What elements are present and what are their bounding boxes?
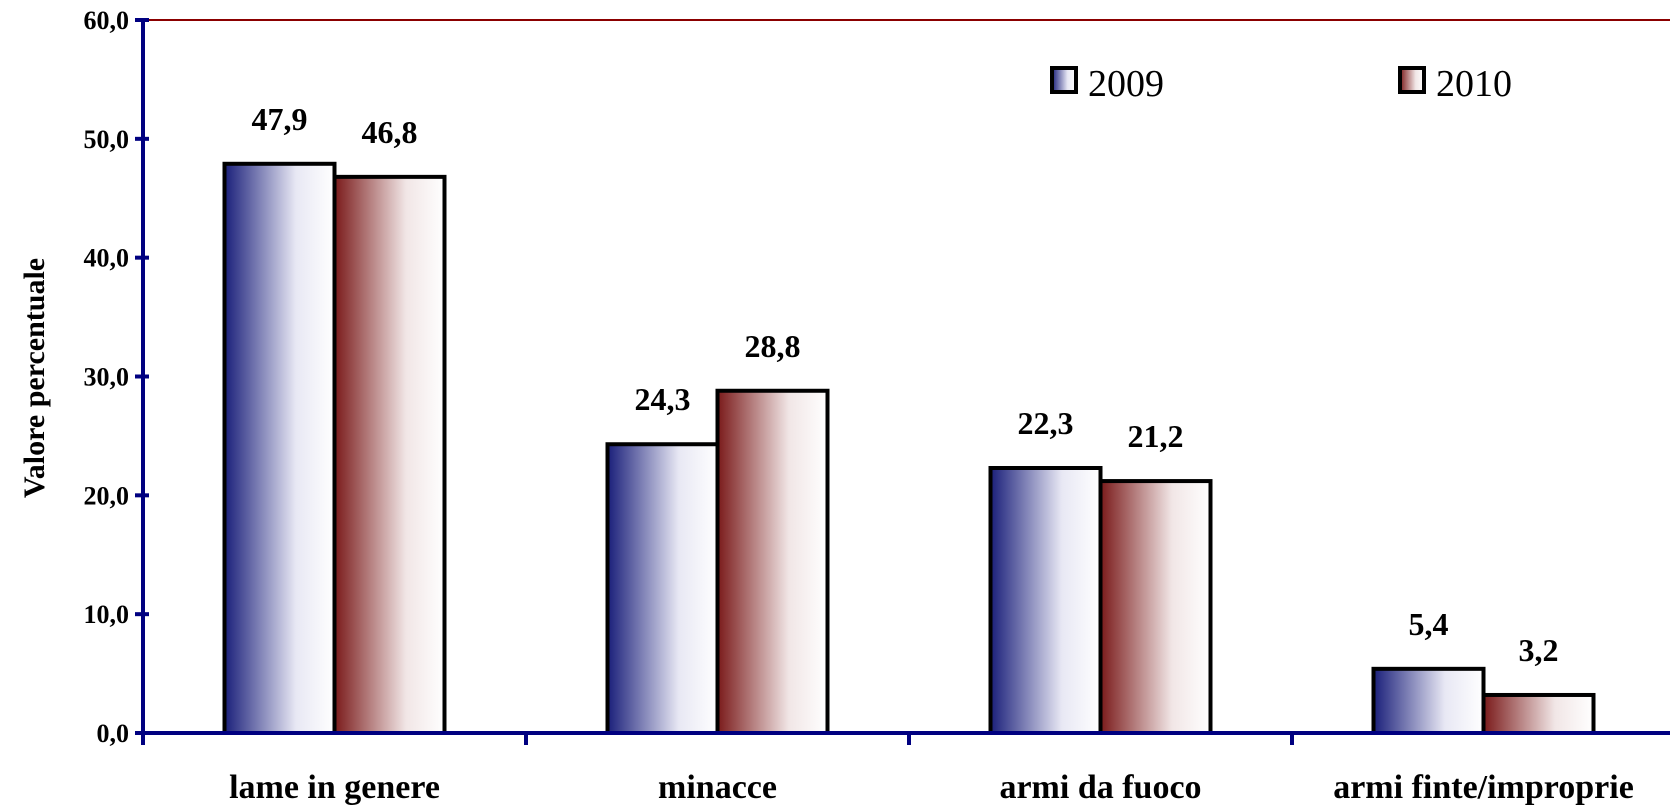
category-label: armi da fuoco — [999, 769, 1201, 805]
y-axis-title: Valore percentuale — [18, 258, 51, 498]
data-label-2010-4: 3,2 — [1519, 632, 1559, 668]
y-tick-label: 20,0 — [84, 481, 130, 510]
bar-2010-4 — [1481, 692, 1596, 735]
bar-2010-3 — [1098, 479, 1213, 735]
labels-group: 47,9 46,8 lame in genere 24,3 28,8 minacce 22,… — [18, 6, 1634, 805]
y-tick-label: 0,0 — [97, 719, 130, 748]
bar-2009-3 — [988, 466, 1103, 735]
data-label-2010-2: 28,8 — [745, 328, 801, 364]
data-label-2009-2: 24,3 — [635, 381, 691, 417]
data-label-2009-3: 22,3 — [1018, 405, 1074, 441]
y-tick-label: 30,0 — [84, 363, 130, 392]
category-label: armi finte/improprie — [1333, 769, 1634, 805]
legend-label-2010: 2010 — [1436, 63, 1512, 105]
data-label-2010-3: 21,2 — [1128, 418, 1184, 454]
data-label-2009-4: 5,4 — [1409, 606, 1449, 642]
legend: 2009 2010 — [1050, 63, 1512, 105]
legend-swatch-2009 — [1050, 66, 1078, 94]
y-tick-label: 10,0 — [84, 600, 130, 629]
bar-2009-2 — [605, 442, 720, 735]
bar-2010-1 — [332, 174, 447, 736]
legend-label-2009: 2009 — [1088, 63, 1164, 105]
y-tick-label: 40,0 — [84, 244, 130, 273]
y-tick-label: 50,0 — [84, 125, 130, 154]
axes-group — [135, 18, 1670, 745]
bar-2010-2 — [715, 388, 830, 735]
data-label-2010-1: 46,8 — [362, 114, 418, 150]
bars-group — [222, 161, 1596, 736]
category-label: lame in genere — [229, 769, 440, 805]
category-label: minacce — [658, 769, 777, 805]
data-label-2009-1: 47,9 — [252, 101, 308, 137]
bar-2009-4 — [1371, 666, 1486, 736]
legend-swatch-2010 — [1398, 66, 1426, 94]
y-tick-label: 60,0 — [84, 6, 130, 35]
bar-2009-1 — [222, 161, 337, 735]
